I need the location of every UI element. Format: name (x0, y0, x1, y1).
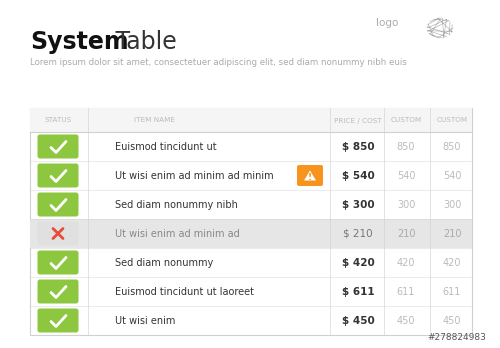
Text: Sed diam nonummy: Sed diam nonummy (115, 258, 213, 268)
Text: 611: 611 (443, 287, 461, 297)
Text: 450: 450 (443, 316, 461, 326)
Text: $ 450: $ 450 (342, 316, 374, 326)
Text: !: ! (308, 173, 312, 182)
Text: 300: 300 (397, 200, 415, 210)
FancyBboxPatch shape (38, 308, 78, 332)
FancyBboxPatch shape (38, 134, 78, 158)
Text: ITEM NAME: ITEM NAME (134, 118, 175, 124)
FancyBboxPatch shape (30, 219, 472, 248)
Text: $ 300: $ 300 (342, 200, 374, 210)
Text: System: System (30, 30, 128, 54)
Text: 611: 611 (397, 287, 415, 297)
Text: 210: 210 (443, 229, 461, 239)
Text: 540: 540 (397, 171, 415, 181)
Text: Euismod tincidunt ut laoreet: Euismod tincidunt ut laoreet (115, 287, 254, 297)
Text: CUSTOM: CUSTOM (436, 118, 468, 124)
Text: 850: 850 (443, 142, 461, 152)
Text: 450: 450 (397, 316, 415, 326)
Text: Ut wisi enim: Ut wisi enim (115, 316, 176, 326)
FancyBboxPatch shape (38, 221, 78, 245)
Text: 300: 300 (443, 200, 461, 210)
Text: Ut wisi enim ad minim ad minim: Ut wisi enim ad minim ad minim (115, 171, 274, 181)
Text: $ 611: $ 611 (342, 287, 374, 297)
FancyBboxPatch shape (38, 192, 78, 216)
Polygon shape (304, 171, 316, 181)
Text: logo: logo (376, 18, 398, 28)
FancyBboxPatch shape (38, 279, 78, 303)
FancyBboxPatch shape (38, 251, 78, 275)
Text: STATUS: STATUS (44, 118, 72, 124)
Text: 210: 210 (397, 229, 415, 239)
Text: Euismod tincidunt ut: Euismod tincidunt ut (115, 142, 216, 152)
Text: Ut wisi enim ad minim ad: Ut wisi enim ad minim ad (115, 229, 240, 239)
Text: Sed diam nonummy nibh: Sed diam nonummy nibh (115, 200, 238, 210)
Text: 540: 540 (443, 171, 461, 181)
Text: $ 210: $ 210 (343, 229, 373, 239)
Text: $ 420: $ 420 (342, 258, 374, 268)
Text: CUSTOM: CUSTOM (390, 118, 422, 124)
Text: Table: Table (108, 30, 177, 54)
Text: PRICE / COST: PRICE / COST (334, 118, 382, 124)
Text: 420: 420 (397, 258, 415, 268)
FancyBboxPatch shape (30, 108, 472, 132)
Text: 850: 850 (397, 142, 415, 152)
Text: Lorem ipsum dolor sit amet, consectetuer adipiscing elit, sed diam nonummy nibh : Lorem ipsum dolor sit amet, consectetuer… (30, 58, 407, 67)
Text: #278824983: #278824983 (427, 333, 486, 342)
Text: 420: 420 (443, 258, 461, 268)
Text: $ 850: $ 850 (342, 142, 374, 152)
FancyBboxPatch shape (30, 108, 472, 335)
FancyBboxPatch shape (38, 164, 78, 188)
FancyBboxPatch shape (297, 165, 323, 186)
Text: $ 540: $ 540 (342, 171, 374, 181)
